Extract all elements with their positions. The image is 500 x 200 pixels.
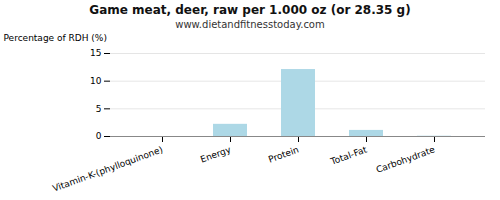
svg-text:Vitamin-K-(phylloquinone): Vitamin-K-(phylloquinone) xyxy=(51,144,164,193)
svg-text:Energy: Energy xyxy=(199,144,233,164)
svg-text:10: 10 xyxy=(90,76,102,86)
svg-text:Carbohydrate: Carbohydrate xyxy=(375,144,437,175)
svg-text:15: 15 xyxy=(90,48,101,58)
html-text:Game meat, deer, raw per 1.000: Game meat, deer, raw per 1.000 oz (or 28… xyxy=(89,3,411,17)
svg-text:Total-Fat: Total-Fat xyxy=(328,144,368,167)
svg-text:5: 5 xyxy=(96,104,102,114)
svg-text:Protein: Protein xyxy=(267,144,300,164)
html-text:www.dietandfitnesstoday.com: www.dietandfitnesstoday.com xyxy=(175,19,325,30)
svg-text:Percentage of RDH (%): Percentage of RDH (%) xyxy=(4,33,107,43)
svg-text:0: 0 xyxy=(96,131,102,141)
